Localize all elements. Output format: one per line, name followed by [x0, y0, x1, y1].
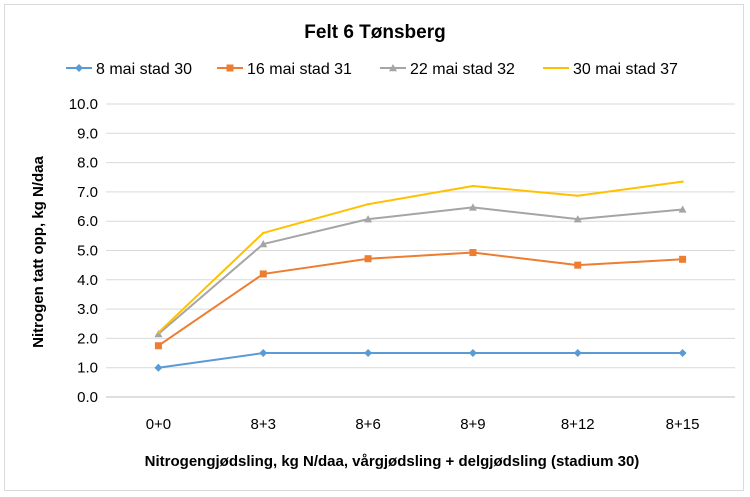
x-axis-ticks: 0+0 8+3 8+6 8+9 8+12 8+15 — [146, 416, 700, 433]
data-point — [681, 180, 684, 183]
y-tick-label: 7.0 — [77, 184, 98, 201]
data-point — [468, 203, 477, 211]
x-axis-label: Nitrogengjødsling, kg N/daa, vårgjødslin… — [145, 453, 640, 470]
legend-marker — [226, 64, 234, 72]
data-point — [366, 203, 370, 206]
x-tick-label: 8+15 — [666, 416, 700, 433]
legend-marker — [389, 64, 397, 72]
y-tick-label: 8.0 — [77, 155, 98, 172]
data-point — [259, 240, 268, 248]
y-tick-label: 10.0 — [69, 96, 98, 113]
x-tick-label: 8+3 — [251, 416, 276, 433]
data-point — [364, 349, 373, 358]
y-tick-label: 9.0 — [77, 125, 98, 142]
series-2 — [154, 249, 687, 350]
y-tick-label: 4.0 — [77, 272, 98, 289]
data-point — [679, 255, 687, 263]
y-tick-label: 5.0 — [77, 243, 98, 260]
x-tick-label: 8+6 — [355, 416, 380, 433]
x-tick-label: 0+0 — [146, 416, 171, 433]
data-point — [262, 231, 265, 235]
y-tick-label: 6.0 — [77, 213, 98, 230]
legend-item: 16 mai stad 31 — [217, 61, 352, 78]
chart-title: Felt 6 Tønsberg — [304, 22, 445, 43]
chart-frame — [4, 4, 744, 491]
y-tick-label: 1.0 — [77, 360, 98, 377]
data-point — [471, 184, 475, 188]
data-point — [259, 270, 267, 278]
data-point — [154, 342, 162, 350]
data-point — [469, 249, 477, 257]
series-line — [158, 352, 683, 369]
y-tick-label: 2.0 — [77, 330, 98, 347]
series-1 — [154, 349, 687, 372]
legend-label: 8 mai stad 30 — [96, 61, 192, 78]
legend-item: 8 mai stad 30 — [66, 61, 192, 78]
legend-item: 30 mai stad 37 — [543, 61, 678, 78]
x-tick-label: 8+9 — [460, 416, 485, 433]
legend: 8 mai stad 30 16 mai stad 31 22 mai stad 3… — [66, 61, 678, 78]
legend-label: 30 mai stad 37 — [573, 61, 678, 78]
data-point — [468, 349, 477, 358]
data-point — [364, 215, 373, 223]
y-axis-ticks: 0.0 1.0 2.0 3.0 4.0 5.0 6.0 7.0 8.0 9.0 10.0 — [69, 96, 98, 406]
legend-item: 22 mai stad 32 — [380, 61, 515, 78]
legend-label: 22 mai stad 32 — [410, 61, 515, 78]
x-tick-label: 8+12 — [561, 416, 595, 433]
series-line — [157, 180, 683, 334]
data-point — [364, 255, 372, 263]
y-tick-label: 3.0 — [77, 301, 98, 318]
data-point — [678, 349, 687, 358]
y-axis-label: Nitrogen tatt opp, kg N/daa — [30, 156, 47, 348]
data-point — [154, 363, 163, 372]
series-line — [157, 206, 683, 335]
legend-label: 16 mai stad 31 — [247, 61, 352, 78]
legend-marker — [75, 64, 83, 72]
data-point — [259, 349, 268, 358]
series-group — [154, 180, 687, 372]
data-point — [678, 205, 687, 213]
y-tick-label: 0.0 — [77, 389, 98, 406]
data-point — [573, 215, 582, 223]
data-point — [576, 194, 579, 197]
series-3 — [154, 203, 687, 338]
data-point — [573, 349, 582, 358]
data-point — [157, 331, 160, 334]
series-4 — [157, 180, 684, 334]
series-line — [157, 251, 683, 347]
data-point — [574, 261, 582, 269]
